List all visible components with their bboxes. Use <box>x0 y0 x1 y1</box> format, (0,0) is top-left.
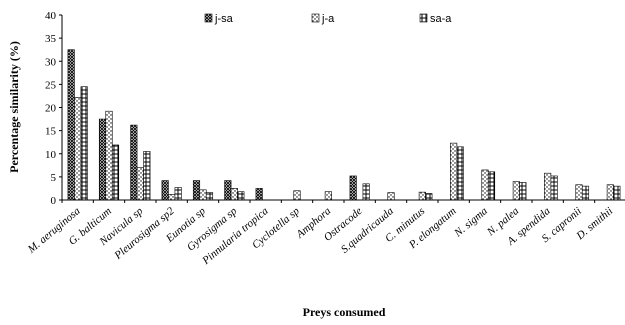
bar-j-sa-6 <box>255 188 263 201</box>
bar-j-sa-3 <box>161 180 169 201</box>
bar-j-sa-0 <box>67 49 75 201</box>
bar-j-a-2 <box>136 167 144 201</box>
bar-j-a-8 <box>324 191 332 201</box>
bar-j-sa-5 <box>224 180 232 201</box>
bar-sa-a-14 <box>519 182 527 201</box>
y-axis-title: Percentage similarity (%) <box>7 41 21 173</box>
bar-sa-a-9 <box>362 183 370 201</box>
y-tick-label: 10 <box>45 149 57 161</box>
bar-j-a-10 <box>387 192 395 201</box>
bar-j-a-1 <box>105 110 113 201</box>
bar-j-a-7 <box>293 190 301 201</box>
x-tick-label: N. sigma <box>451 205 490 240</box>
bar-j-a-15 <box>544 172 552 201</box>
legend-swatch-sa-a <box>419 13 428 23</box>
bar-sa-a-2 <box>143 151 151 201</box>
y-tick-label: 30 <box>45 56 57 68</box>
bar-sa-a-17 <box>613 185 621 201</box>
bar-j-sa-9 <box>349 175 357 201</box>
legend-swatch-j-sa <box>204 13 213 23</box>
y-axis-label: Percentage similarity (%) <box>7 41 21 173</box>
bar-j-a-13 <box>481 169 489 201</box>
bar-sa-a-12 <box>456 146 464 201</box>
bar-sa-a-1 <box>111 144 120 201</box>
y-tick-label: 0 <box>51 195 57 207</box>
legend-label-j-a: j-a <box>321 13 335 25</box>
bar-sa-a-3 <box>174 187 182 201</box>
bar-sa-a-11 <box>425 193 433 201</box>
bar-j-a-3 <box>168 194 176 201</box>
y-tick-label: 40 <box>45 10 57 22</box>
bar-sa-a-15 <box>550 175 558 201</box>
bar-j-a-14 <box>512 181 520 201</box>
bar-sa-a-5 <box>237 191 245 201</box>
bar-j-a-5 <box>230 188 238 201</box>
y-tick-label: 20 <box>45 103 57 115</box>
legend-label-sa-a: sa-a <box>430 13 452 25</box>
legend-swatch-j-a <box>311 13 320 23</box>
y-tick-label: 15 <box>45 126 57 138</box>
bars <box>67 49 621 201</box>
x-axis-label: Preys consumed <box>303 305 386 319</box>
bar-j-a-17 <box>606 184 614 201</box>
bar-j-a-12 <box>450 142 458 201</box>
y-tick-label: 25 <box>45 79 57 91</box>
y-axis-ticks: 0 5 10 15 20 25 30 35 40 <box>45 10 62 207</box>
bar-j-a-0 <box>74 97 82 201</box>
bar-j-a-16 <box>575 184 583 201</box>
y-tick-label: 5 <box>51 172 57 184</box>
y-tick-label: 35 <box>45 33 57 45</box>
bar-j-sa-1 <box>98 118 107 201</box>
bar-sa-a-16 <box>581 185 590 201</box>
x-tick-label: M. aeruginosa <box>25 205 83 256</box>
bar-j-a-4 <box>199 189 207 201</box>
bar-sa-a-13 <box>487 171 496 201</box>
bar-sa-a-4 <box>205 192 214 201</box>
legend: j-sa j-a sa-a <box>204 13 452 25</box>
bar-j-sa-4 <box>192 180 201 201</box>
bar-sa-a-0 <box>80 86 88 201</box>
legend-label-j-sa: j-sa <box>214 13 234 25</box>
bar-j-a-11 <box>418 191 426 201</box>
bar-j-sa-2 <box>130 124 138 201</box>
